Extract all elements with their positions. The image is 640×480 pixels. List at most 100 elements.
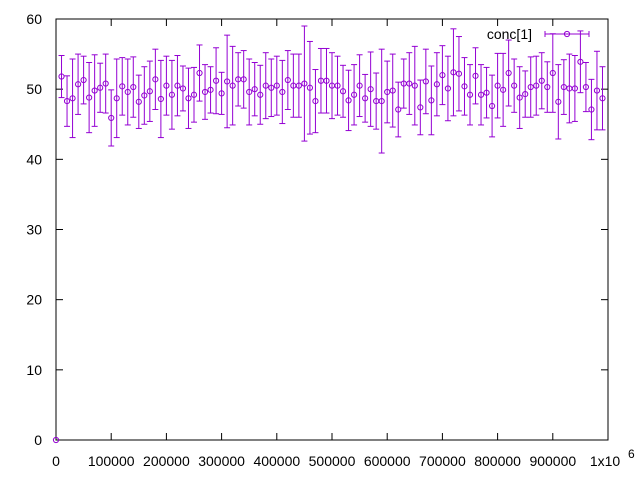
point-marker xyxy=(516,94,523,101)
x-tick-label: 300000 xyxy=(198,453,245,469)
point-marker xyxy=(246,88,253,96)
data-point xyxy=(212,47,220,115)
data-point xyxy=(179,65,187,112)
data-point xyxy=(273,55,280,116)
point-marker xyxy=(356,82,363,89)
point-marker xyxy=(163,82,170,89)
x-tick-label: 200000 xyxy=(143,453,190,469)
data-point xyxy=(108,89,115,147)
data-point xyxy=(86,62,93,134)
data-point xyxy=(560,59,567,115)
legend-label: conc[1] xyxy=(487,26,532,42)
data-point xyxy=(483,66,490,119)
point-marker xyxy=(433,81,440,88)
data-point xyxy=(135,74,142,129)
point-marker xyxy=(97,84,104,91)
point-marker xyxy=(312,97,319,105)
data-point xyxy=(284,50,291,111)
data-point xyxy=(433,52,440,117)
data-point xyxy=(168,59,176,130)
data-point xyxy=(450,28,457,117)
data-point xyxy=(74,53,82,115)
point-marker xyxy=(218,90,225,97)
point-marker xyxy=(86,94,93,101)
data-point xyxy=(362,73,369,123)
data-point xyxy=(356,54,363,118)
point-marker xyxy=(119,83,126,90)
data-point xyxy=(406,52,413,115)
x-tick-label: 500000 xyxy=(309,453,356,469)
data-point xyxy=(130,56,137,118)
point-marker xyxy=(91,87,98,94)
point-marker xyxy=(273,82,280,89)
data-point xyxy=(571,54,578,122)
point-marker xyxy=(108,114,115,122)
data-point xyxy=(102,53,109,114)
point-marker xyxy=(130,83,137,91)
point-marker xyxy=(190,91,198,98)
data-point xyxy=(295,53,302,118)
y-tick-label: 40 xyxy=(26,151,42,167)
point-marker xyxy=(466,91,474,98)
point-marker xyxy=(52,436,60,444)
data-point xyxy=(80,55,87,105)
point-marker xyxy=(384,88,391,96)
x-tick-label: 700000 xyxy=(419,453,466,469)
point-marker xyxy=(207,86,214,93)
data-point xyxy=(582,62,590,113)
x-tick-label: 800000 xyxy=(474,453,521,469)
point-marker xyxy=(395,106,402,113)
data-point xyxy=(262,52,269,120)
y-tick-label: 50 xyxy=(26,81,42,97)
x-tick-label: 1x10 xyxy=(590,453,621,469)
series-conc-1 xyxy=(52,25,606,444)
data-point xyxy=(240,50,247,109)
data-point xyxy=(538,52,545,110)
data-point xyxy=(91,54,98,127)
point-marker xyxy=(544,83,551,91)
point-marker xyxy=(505,69,512,77)
point-marker xyxy=(146,88,153,95)
data-point xyxy=(323,47,330,114)
point-marker xyxy=(560,83,567,91)
data-point xyxy=(544,61,551,113)
point-marker xyxy=(428,97,435,104)
point-marker xyxy=(262,82,269,89)
point-marker xyxy=(251,86,258,93)
data-point xyxy=(477,64,485,126)
point-marker xyxy=(240,76,247,83)
point-marker xyxy=(422,78,429,85)
point-marker xyxy=(522,90,529,98)
data-point xyxy=(428,65,435,136)
data-point xyxy=(207,66,214,114)
point-marker xyxy=(113,95,120,102)
data-point xyxy=(251,62,258,117)
y-tick-label: 10 xyxy=(26,362,42,378)
legend: conc[1] xyxy=(487,26,590,42)
point-marker xyxy=(472,72,479,79)
point-marker xyxy=(229,82,236,89)
x-tick-label: 400000 xyxy=(253,453,300,469)
point-marker xyxy=(461,83,468,90)
point-marker xyxy=(477,91,485,98)
data-point xyxy=(124,58,131,126)
point-marker xyxy=(339,88,347,95)
legend-marker xyxy=(563,30,571,38)
point-marker xyxy=(389,87,396,94)
data-point xyxy=(229,45,236,126)
data-point xyxy=(466,64,474,126)
data-point xyxy=(378,48,385,154)
point-marker xyxy=(350,91,358,98)
point-marker xyxy=(483,89,490,96)
point-marker xyxy=(345,97,352,104)
point-marker xyxy=(201,88,209,96)
point-marker xyxy=(571,85,578,92)
data-point xyxy=(395,81,402,138)
data-point xyxy=(246,58,253,126)
point-marker xyxy=(63,97,71,105)
data-point xyxy=(494,52,501,119)
point-marker xyxy=(549,69,556,77)
data-point xyxy=(196,44,203,102)
point-marker xyxy=(406,80,413,87)
point-marker xyxy=(527,83,534,91)
